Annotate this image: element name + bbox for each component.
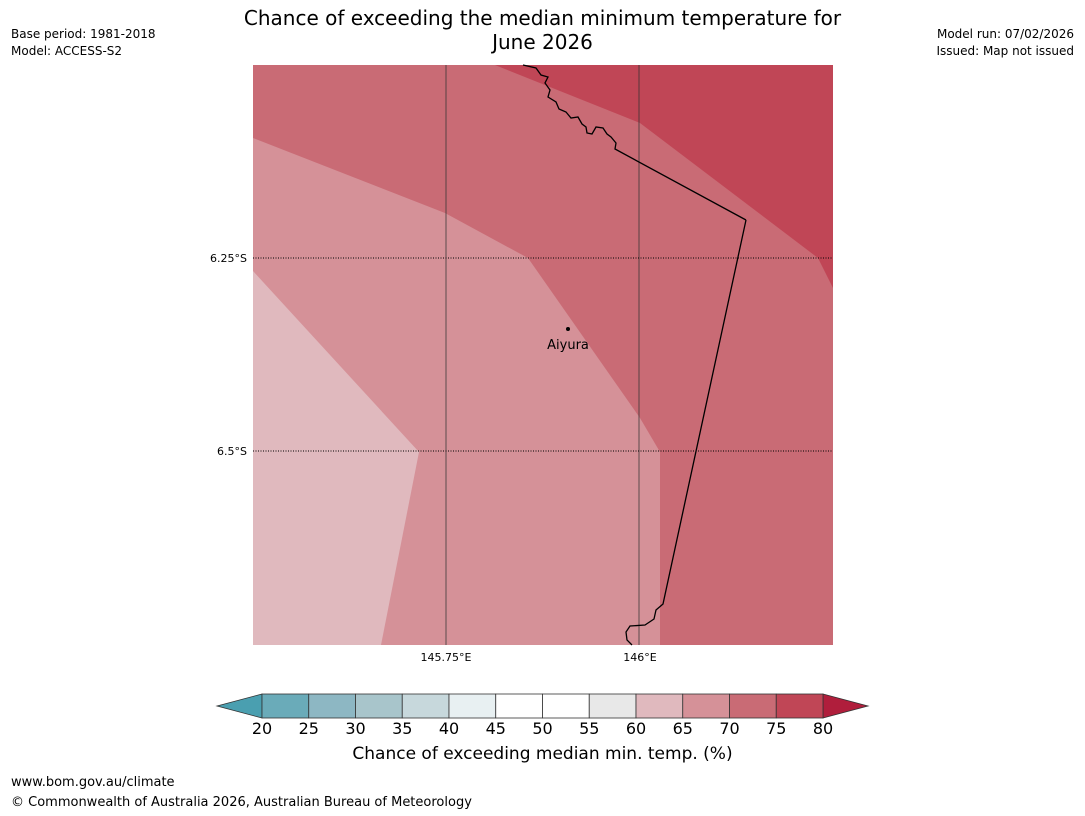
map-title-line2: June 2026 <box>492 30 593 54</box>
colorbar-tick-labels: 20 25 30 35 40 45 50 55 60 65 70 75 80 <box>0 719 1085 739</box>
colorbar-segment-75-80 <box>775 693 824 719</box>
map-panel: Aiyura 145.75°E 146°E 6.25°S 6.5°S <box>210 64 833 664</box>
colorbar-tick-50: 50 <box>532 719 553 738</box>
colorbar-tick-40: 40 <box>438 719 460 738</box>
model-text: Model: ACCESS-S2 <box>11 44 123 58</box>
colorbar-tick-70: 70 <box>719 719 740 738</box>
lon-label-146: 146°E <box>623 651 656 664</box>
colorbar-segment-30-35 <box>355 693 403 719</box>
region-75-80 <box>495 65 833 288</box>
colorbar-tick-55: 55 <box>579 719 600 738</box>
footer-url[interactable]: www.bom.gov.au/climate <box>11 775 175 790</box>
colorbar-segments <box>261 693 824 719</box>
colorbar-segment-60-65 <box>635 693 684 719</box>
base-period-text: Base period: 1981-2018 <box>11 27 156 41</box>
lat-label-6-5: 6.5°S <box>217 445 247 458</box>
colorbar-tick-20: 20 <box>251 719 273 738</box>
map-title: Chance of exceeding the median minimum t… <box>190 6 895 54</box>
colorbar-segment-55-60 <box>588 693 637 719</box>
lat-label-6-25: 6.25°S <box>210 252 247 265</box>
colorbar-segment-35-40 <box>401 693 450 719</box>
coastline <box>522 64 747 221</box>
colorbar-segment-45-50 <box>495 693 543 719</box>
colorbar-tick-65: 65 <box>672 719 693 738</box>
colorbar-segment-65-70 <box>682 693 730 719</box>
model-run-text: Model run: 07/02/2026 <box>936 27 1074 41</box>
region-60-65 <box>253 271 419 645</box>
footer-copyright: © Commonwealth of Australia 2026, Austra… <box>11 795 472 810</box>
colorbar-tick-30: 30 <box>345 719 366 738</box>
colorbar-tick-75: 75 <box>766 719 787 738</box>
colorbar-over-arrow <box>822 693 870 719</box>
colorbar <box>215 693 870 719</box>
aiyura-marker <box>566 327 570 331</box>
colorbar-segment-70-75 <box>729 693 777 719</box>
colorbar-segment-40-45 <box>448 693 497 719</box>
colorbar-tick-60: 60 <box>625 719 647 738</box>
colorbar-tick-80: 80 <box>812 719 834 738</box>
colorbar-tick-45: 45 <box>485 719 506 738</box>
border-line <box>625 219 747 646</box>
issued-text: Issued: Map not issued <box>936 44 1074 58</box>
colorbar-tick-35: 35 <box>392 719 413 738</box>
colorbar-segment-25-30 <box>308 693 356 719</box>
colorbar-segment-20-25 <box>261 693 310 719</box>
colorbar-segment-50-55 <box>542 693 590 719</box>
lon-label-145-75: 145.75°E <box>421 651 472 664</box>
colorbar-tick-25: 25 <box>298 719 319 738</box>
aiyura-label: Aiyura <box>547 338 589 353</box>
colorbar-label: Chance of exceeding median min. temp. (%… <box>352 744 733 764</box>
meta-right: Model run: 07/02/2026 Issued: Map not is… <box>936 26 1074 60</box>
map-title-line1: Chance of exceeding the median minimum t… <box>243 6 842 30</box>
colorbar-under-arrow <box>215 693 263 719</box>
meta-left: Base period: 1981-2018 Model: ACCESS-S2 <box>11 26 156 60</box>
